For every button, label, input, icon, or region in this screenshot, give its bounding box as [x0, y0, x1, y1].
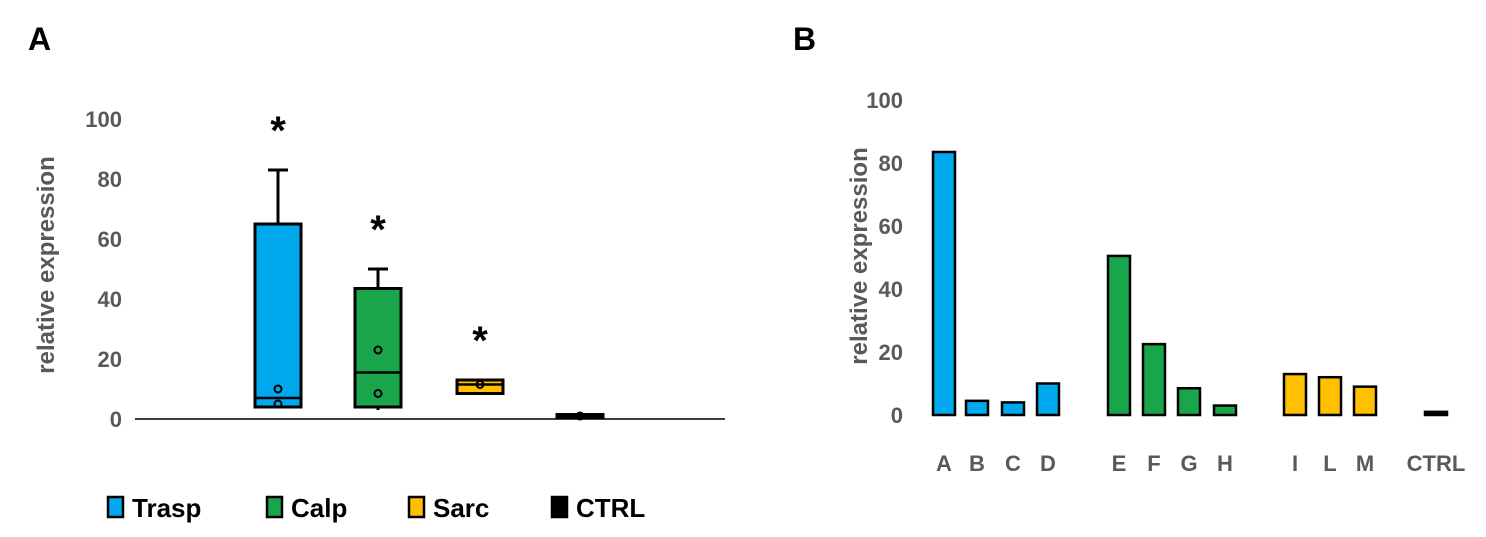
panel-a-y-tick-label: 20 — [98, 347, 122, 372]
panel-b-y-ticks: 0 20 40 60 80 100 — [866, 88, 903, 428]
panel-a-legend: Trasp Calp Sarc CTRL — [106, 493, 645, 523]
significance-star: * — [472, 319, 488, 363]
panel-b-x-tick-label: G — [1180, 451, 1197, 476]
bar-e — [1106, 254, 1132, 417]
panel-a-box-plot: A relative expression 0 20 40 60 80 100 * * * T… — [28, 21, 725, 523]
box-calp: * — [353, 208, 403, 410]
legend-swatch-sarc — [407, 495, 426, 519]
bar-a — [931, 150, 957, 417]
box-data-point — [475, 380, 485, 389]
panel-b-y-tick-label: 0 — [891, 403, 903, 428]
bar-f — [1141, 342, 1167, 417]
box-data-point — [373, 345, 383, 355]
panel-a-y-tick-label: 100 — [85, 107, 122, 132]
panel-b-x-tick-label: D — [1040, 451, 1056, 476]
box-data-point — [373, 389, 383, 398]
bar-m — [1352, 385, 1378, 417]
panel-b-y-tick-label: 20 — [879, 340, 903, 365]
significance-star: * — [370, 208, 386, 252]
panel-a-y-tick-label: 60 — [98, 227, 122, 252]
panel-b-x-tick-label: CTRL — [1407, 451, 1466, 476]
panel-b-x-tick-label: A — [936, 451, 952, 476]
panel-b-x-tick-label: I — [1292, 451, 1298, 476]
panel-b-y-tick-label: 40 — [879, 277, 903, 302]
bar-i — [1282, 372, 1308, 417]
legend-label-calp: Calp — [291, 493, 347, 523]
significance-star: * — [270, 109, 286, 153]
box-ctrl — [555, 411, 605, 421]
panel-b-x-tick-label: C — [1005, 451, 1021, 476]
panel-b-x-tick-label: E — [1112, 451, 1127, 476]
bar-b — [964, 399, 990, 417]
panel-b-x-ticks: A B C D E F G H I L M CTRL — [936, 451, 1465, 476]
box-trasp: * — [253, 109, 303, 409]
legend-swatch-trasp — [106, 495, 125, 519]
panel-a-label: A — [28, 21, 51, 57]
bar-l — [1317, 375, 1343, 417]
panel-b-bars — [931, 150, 1449, 417]
bar-ctrl — [1423, 410, 1449, 417]
panel-b-y-tick-label: 80 — [879, 151, 903, 176]
panel-b-y-tick-label: 60 — [879, 214, 903, 239]
panel-b-x-tick-label: L — [1323, 451, 1336, 476]
panel-a-y-tick-label: 0 — [110, 407, 122, 432]
panel-a-y-tick-label: 80 — [98, 167, 122, 192]
panel-b-label: B — [793, 21, 816, 57]
box-iqr-rect — [455, 378, 505, 395]
legend-label-trasp: Trasp — [132, 493, 201, 523]
panel-a-y-tick-label: 40 — [98, 287, 122, 312]
panel-a-y-ticks: 0 20 40 60 80 100 — [85, 107, 122, 432]
legend-swatch-ctrl — [550, 495, 569, 519]
panel-b-y-axis-title: relative expression — [846, 147, 873, 364]
box-iqr-rect — [253, 222, 303, 409]
box-data-point — [575, 411, 585, 421]
box-data-point — [273, 384, 283, 394]
panel-b-x-tick-label: F — [1147, 451, 1160, 476]
bar-g — [1176, 386, 1202, 417]
legend-label-ctrl: CTRL — [576, 493, 645, 523]
panel-b-x-tick-label: B — [969, 451, 985, 476]
panel-b-y-tick-label: 100 — [866, 88, 903, 113]
box-data-point — [273, 399, 283, 409]
panel-b-x-tick-label: M — [1356, 451, 1374, 476]
panel-a-boxes: * * * — [253, 109, 605, 421]
box-sarc: * — [455, 319, 505, 395]
box-iqr-rect — [353, 287, 403, 409]
bar-d — [1035, 382, 1061, 417]
bar-h — [1212, 404, 1238, 417]
legend-swatch-calp — [265, 495, 284, 519]
bar-c — [1000, 401, 1026, 417]
legend-label-sarc: Sarc — [433, 493, 489, 523]
panel-a-y-axis-title: relative expression — [33, 156, 60, 373]
panel-b-x-tick-label: H — [1217, 451, 1233, 476]
